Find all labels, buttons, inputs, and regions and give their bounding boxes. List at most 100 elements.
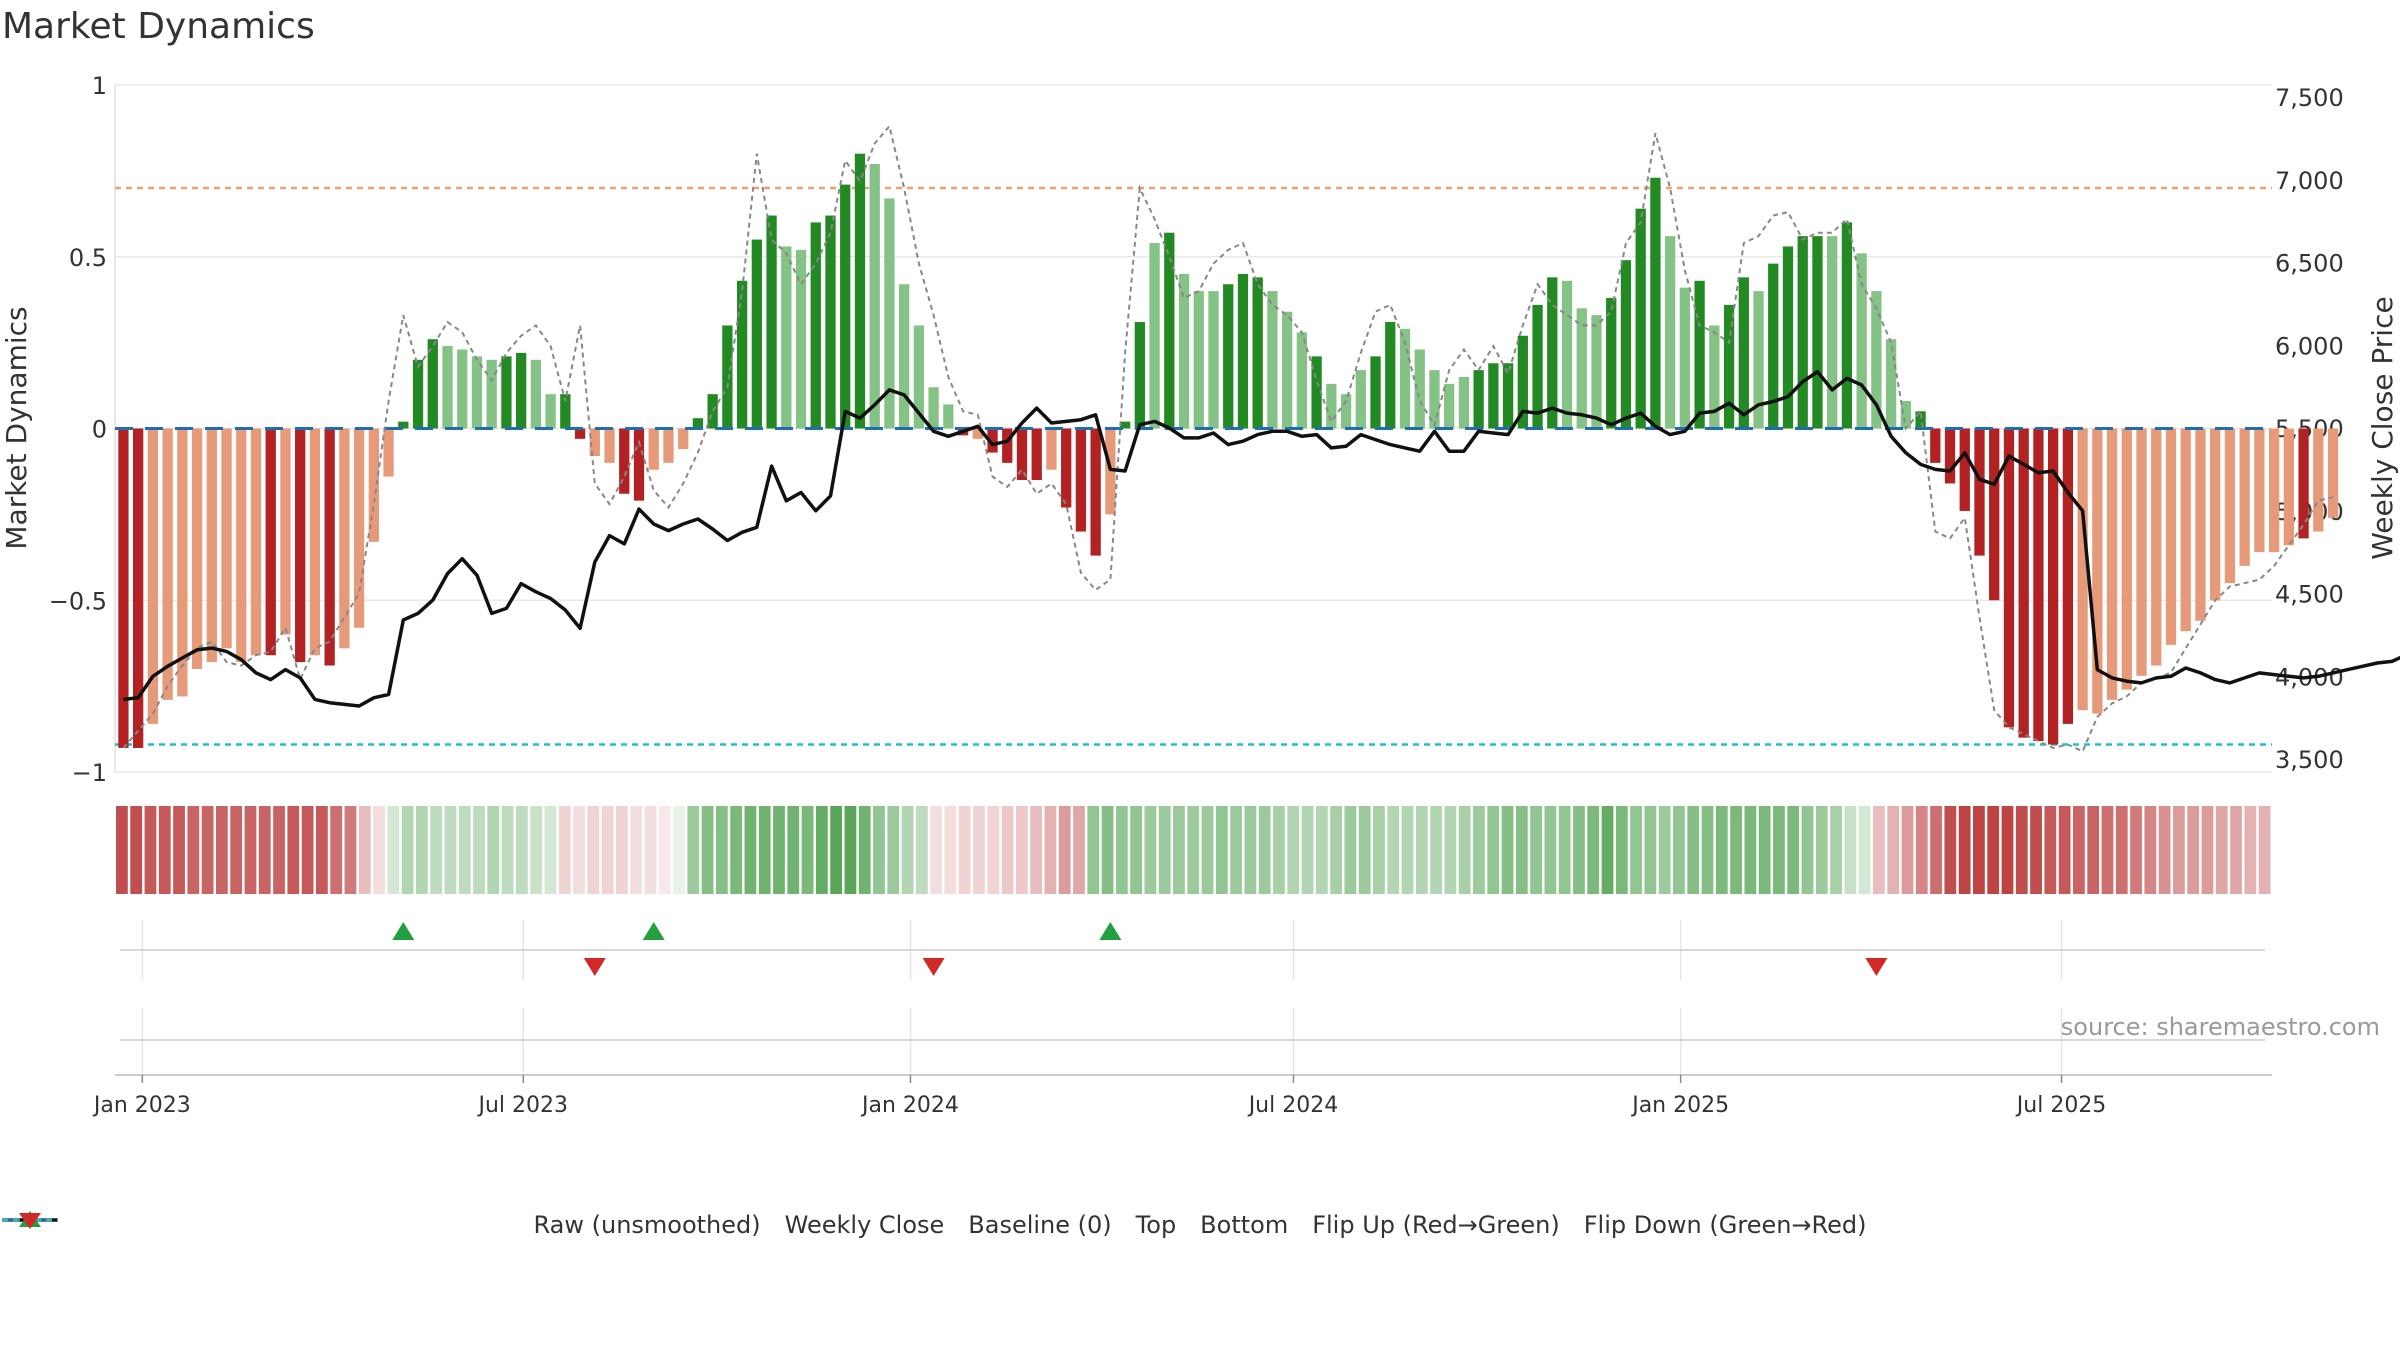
dynamics-bar xyxy=(1090,428,1101,556)
regime-strip-cell xyxy=(1673,806,1685,894)
dynamics-bar xyxy=(2151,428,2162,666)
x-tick-label: Jan 2023 xyxy=(92,1093,191,1118)
dynamics-bar xyxy=(471,356,483,429)
dynamics-bar xyxy=(1105,428,1116,515)
regime-strip-cell xyxy=(2058,806,2071,894)
dynamics-bar xyxy=(2136,428,2147,676)
dynamics-bar xyxy=(457,349,468,429)
regime-strip-cell xyxy=(1501,806,1514,894)
regime-strip-cell xyxy=(2044,806,2057,894)
dynamics-bar xyxy=(2313,428,2324,532)
dynamics-bar xyxy=(1193,291,1204,429)
dynamics-bar xyxy=(427,339,438,429)
flip-down-marker xyxy=(1865,958,1888,976)
dynamics-bar xyxy=(928,387,939,429)
dynamics-bar xyxy=(1930,428,1941,463)
legend-label: Raw (unsmoothed) xyxy=(533,1211,761,1239)
dynamics-bar xyxy=(1665,236,1676,429)
raw-unsmoothed-line xyxy=(122,124,2334,753)
dynamics-bar xyxy=(1267,291,1278,429)
dynamics-bar xyxy=(1885,339,1897,429)
dynamics-bar xyxy=(722,325,733,429)
legend-label: Flip Up (Red→Green) xyxy=(1312,1211,1560,1239)
dynamics-bar xyxy=(1782,246,1794,429)
regime-strip-cell xyxy=(773,806,785,894)
regime-strip-cell xyxy=(1287,806,1300,894)
regime-strip-cell xyxy=(515,806,528,894)
regime-strip-cell xyxy=(487,806,500,894)
regime-strip-cell xyxy=(373,806,385,894)
dynamics-bar xyxy=(2195,428,2206,621)
regime-strip-cell xyxy=(587,806,600,894)
x-tick-label: Jul 2025 xyxy=(2015,1093,2107,1118)
regime-strip-cell xyxy=(1558,806,1571,894)
regime-strip-cell xyxy=(2258,806,2271,894)
dynamics-bar xyxy=(2210,428,2221,601)
dynamics-bar xyxy=(1149,243,1160,429)
regime-strip-cell xyxy=(1987,806,2000,894)
regime-strip-cell xyxy=(2073,806,2085,894)
chart-title: Market Dynamics xyxy=(2,6,315,47)
regime-strip-cell xyxy=(358,806,371,894)
dynamics-bar xyxy=(1871,291,1882,429)
dynamics-bar xyxy=(309,428,321,656)
regime-strip-cell xyxy=(1644,806,1657,894)
regime-strip-cell xyxy=(1373,806,1385,894)
regime-strip-cell xyxy=(1630,806,1642,894)
regime-strip-cell xyxy=(430,806,443,894)
dynamics-bar xyxy=(825,215,836,429)
dynamics-bar xyxy=(589,428,600,456)
regime-strip-cell xyxy=(1587,806,1600,894)
dynamics-bar xyxy=(678,428,689,450)
regime-strip-cell xyxy=(1815,806,1828,894)
dynamics-bar xyxy=(1252,277,1263,429)
dynamics-bar xyxy=(1620,260,1632,429)
dynamics-bar xyxy=(398,421,409,429)
regime-strip-cell xyxy=(1573,806,1585,894)
y-tick-label: 1 xyxy=(92,72,107,100)
dynamics-bar xyxy=(1812,236,1823,429)
regime-strip-cell xyxy=(830,806,843,894)
dynamics-bar xyxy=(574,428,586,439)
regime-strip-cell xyxy=(644,806,657,894)
dynamics-bar xyxy=(1989,428,2000,601)
dynamics-bar xyxy=(1635,208,1646,429)
y2-tick-label: 6,500 xyxy=(2275,250,2344,278)
regime-strip-cell xyxy=(144,806,157,894)
regime-strip-cell xyxy=(630,806,643,894)
dynamics-bar xyxy=(987,428,998,453)
regime-strip-cell xyxy=(1787,806,1800,894)
dynamics-bar xyxy=(1841,222,1853,429)
regime-strip-cell xyxy=(415,806,428,894)
regime-strip-cell xyxy=(473,806,485,894)
regime-strip-cell xyxy=(173,806,185,894)
regime-strip-cell xyxy=(1473,806,1485,894)
regime-strip-cell xyxy=(1301,806,1314,894)
y2-tick-label: 6,000 xyxy=(2275,332,2344,360)
regime-strip-cell xyxy=(1458,806,1471,894)
regime-strip-cell xyxy=(1701,806,1714,894)
dynamics-bar xyxy=(412,359,424,429)
regime-strip-cell xyxy=(244,806,257,894)
x-tick-label: Jan 2025 xyxy=(1630,1093,1729,1118)
dynamics-bar xyxy=(1915,411,1926,429)
regime-strip-cell xyxy=(1758,806,1771,894)
regime-strip-cell xyxy=(1073,806,1085,894)
dynamics-bar xyxy=(1031,428,1042,481)
y-axis-title: Market Dynamics xyxy=(0,306,33,549)
regime-strip-cell xyxy=(1201,806,1214,894)
dynamics-bar xyxy=(972,428,983,439)
dynamics-bar xyxy=(1502,363,1514,429)
dynamics-bar xyxy=(2018,428,2029,738)
x-tick-label: Jan 2024 xyxy=(860,1093,959,1118)
regime-strip-cell xyxy=(1844,806,1857,894)
regime-strip-cell xyxy=(658,806,671,894)
regime-strip-cell xyxy=(301,806,314,894)
regime-strip-cell xyxy=(2173,806,2185,894)
dynamics-bar xyxy=(353,428,365,628)
dynamics-bar xyxy=(810,222,821,429)
dynamics-bar xyxy=(1340,394,1352,429)
regime-strip-cell xyxy=(1944,806,1957,894)
legend-label: Baseline (0) xyxy=(968,1211,1112,1239)
dynamics-bar xyxy=(1414,349,1425,429)
